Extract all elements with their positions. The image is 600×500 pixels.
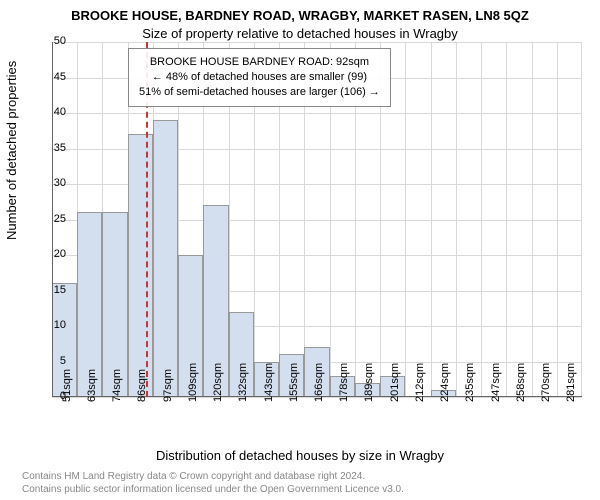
gridline-vertical [506,42,507,397]
y-tick-label: 10 [26,319,66,331]
annotation-line-2: ← 48% of detached houses are smaller (99… [139,70,380,85]
gridline-vertical [581,42,582,397]
gridline-vertical [532,42,533,397]
footer-credits: Contains HM Land Registry data © Crown c… [22,471,404,496]
gridline-vertical [456,42,457,397]
annotation-line-3: 51% of semi-detached houses are larger (… [139,85,380,100]
y-tick-label: 35 [26,142,66,154]
gridline-vertical [481,42,482,397]
y-tick-label: 15 [26,284,66,296]
y-tick-label: 50 [26,35,66,47]
histogram-bar [153,120,178,397]
histogram-bar [128,134,153,397]
y-tick-label: 0 [26,390,66,402]
y-tick-label: 20 [26,248,66,260]
annotation-box: BROOKE HOUSE BARDNEY ROAD: 92sqm← 48% of… [128,48,391,107]
gridline-horizontal [52,42,582,43]
annotation-line-1: BROOKE HOUSE BARDNEY ROAD: 92sqm [139,55,380,70]
gridline-vertical [431,42,432,397]
x-axis-label: Distribution of detached houses by size … [0,448,600,463]
y-tick-label: 25 [26,213,66,225]
y-axis-label: Number of detached properties [4,61,19,240]
gridline-vertical [405,42,406,397]
gridline-vertical [557,42,558,397]
plot-inner: BROOKE HOUSE BARDNEY ROAD: 92sqm← 48% of… [52,42,582,397]
footer-line-2: Contains public sector information licen… [22,484,404,497]
chart-container: BROOKE HOUSE, BARDNEY ROAD, WRAGBY, MARK… [0,0,600,500]
footer-line-1: Contains HM Land Registry data © Crown c… [22,471,404,484]
chart-subtitle: Size of property relative to detached ho… [0,26,600,41]
plot-area: BROOKE HOUSE BARDNEY ROAD: 92sqm← 48% of… [52,42,582,397]
y-tick-label: 30 [26,177,66,189]
chart-title: BROOKE HOUSE, BARDNEY ROAD, WRAGBY, MARK… [0,8,600,23]
y-tick-label: 45 [26,71,66,83]
gridline-horizontal [52,113,582,114]
y-tick-label: 40 [26,106,66,118]
y-tick-label: 5 [26,355,66,367]
